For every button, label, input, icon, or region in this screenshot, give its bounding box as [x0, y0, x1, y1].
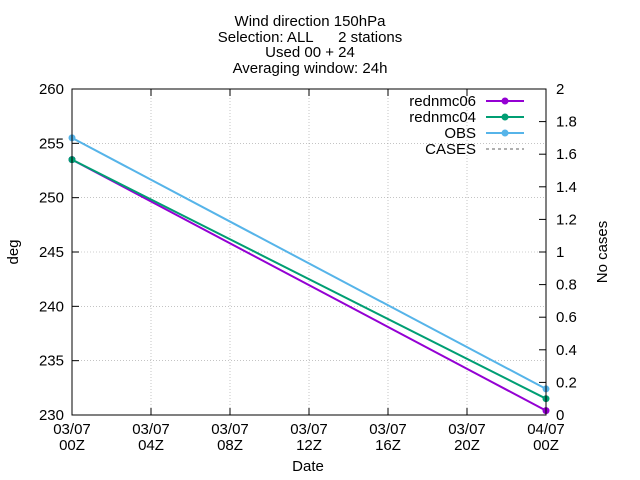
y2-tick-label: 0.8	[556, 277, 577, 294]
legend-marker	[501, 97, 509, 105]
chart-title-line-3: Used 00 + 24	[265, 44, 355, 61]
y-axis-ticks: 230 235 240 245 250 255 260	[39, 81, 79, 424]
x-tick-label-hour: 12Z	[296, 437, 322, 454]
legend-marker	[501, 129, 509, 137]
plot-frame	[71, 88, 547, 416]
y2-tick-label: 1.2	[556, 211, 577, 228]
chart-title-line-4: Averaging window: 24h	[233, 60, 388, 77]
y2-tick-label: 1	[556, 244, 564, 261]
y2-axis-ticks: 0 0.2 0.4 0.6 0.8 1 1.2 1.4 1.6 1.8 2	[539, 81, 577, 424]
x-tick-label-date: 03/07	[53, 421, 91, 438]
legend-label: rednmc04	[409, 109, 476, 126]
x-tick-label-date: 03/07	[132, 421, 170, 438]
y-axis-label: deg	[5, 239, 22, 264]
chart-title: Wind direction 150hPa Selection: ALL 2 s…	[218, 13, 403, 77]
x-tick-label-hour: 00Z	[59, 437, 85, 454]
x-tick-label-hour: 16Z	[375, 437, 401, 454]
y2-tick-label: 0.4	[556, 342, 577, 359]
legend-label: CASES	[425, 141, 476, 158]
legend-label: rednmc06	[409, 93, 476, 110]
y-tick-label: 230	[39, 407, 64, 424]
y-tick-label: 245	[39, 244, 64, 261]
y-tick-label: 250	[39, 190, 64, 207]
y-tick-label: 240	[39, 298, 64, 315]
y-tick-label: 260	[39, 81, 64, 98]
x-tick-label-hour: 20Z	[454, 437, 480, 454]
y2-tick-label: 1.8	[556, 114, 577, 131]
plot-series	[68, 134, 550, 415]
series-line	[71, 137, 547, 390]
y2-axis-label: No cases	[594, 221, 611, 284]
y2-tick-label: 1.6	[556, 146, 577, 163]
chart-title-line-2: Selection: ALL 2 stations	[218, 29, 403, 46]
x-tick-label-date: 03/07	[448, 421, 486, 438]
x-axis-ticks: 03/0700Z03/0704Z03/0708Z03/0712Z03/0716Z…	[53, 89, 565, 454]
x-tick-label-date: 04/07	[527, 421, 565, 438]
chart-title-line-1: Wind direction 150hPa	[235, 13, 387, 30]
y2-tick-label: 1.4	[556, 179, 577, 196]
x-tick-label-hour: 00Z	[533, 437, 559, 454]
x-tick-label-hour: 08Z	[217, 437, 243, 454]
x-tick-label-date: 03/07	[211, 421, 249, 438]
y2-tick-label: 0.6	[556, 309, 577, 326]
x-axis-label: Date	[292, 458, 324, 475]
legend-marker	[501, 113, 509, 121]
x-tick-label-date: 03/07	[369, 421, 407, 438]
grid	[72, 89, 546, 415]
y-tick-label: 235	[39, 353, 64, 370]
legend-label: OBS	[444, 125, 476, 142]
y2-tick-label: 0	[556, 407, 564, 424]
x-tick-label-date: 03/07	[290, 421, 328, 438]
series-line	[71, 158, 547, 400]
y-tick-label: 255	[39, 135, 64, 152]
x-tick-label-hour: 04Z	[138, 437, 164, 454]
series-line	[71, 158, 547, 412]
y2-tick-label: 2	[556, 81, 564, 98]
y2-tick-label: 0.2	[556, 374, 577, 391]
